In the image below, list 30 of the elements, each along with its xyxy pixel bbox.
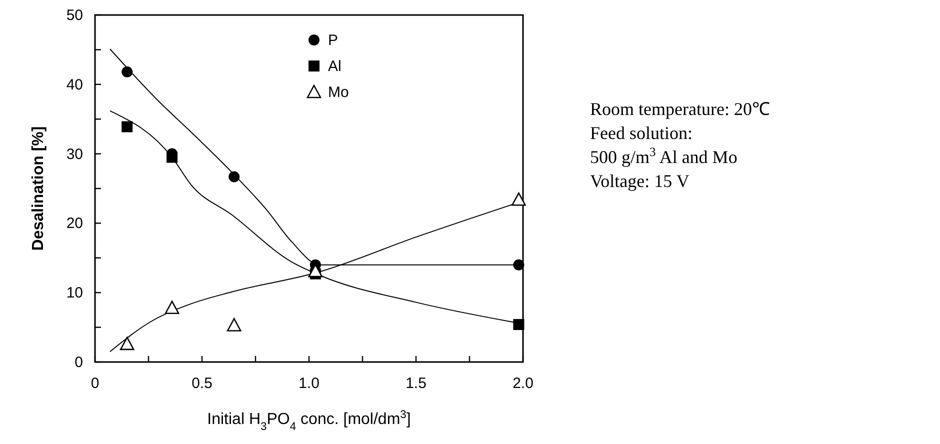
point bbox=[228, 171, 240, 182]
point bbox=[120, 336, 134, 350]
point bbox=[122, 121, 133, 132]
y-tick-label: 20 bbox=[66, 215, 83, 232]
y-tick-label: 30 bbox=[66, 146, 83, 163]
point bbox=[512, 192, 526, 206]
y-tick-label: 0 bbox=[74, 354, 83, 371]
x-tick-label: 1.0 bbox=[298, 375, 320, 392]
text: Room temperature: 20℃ bbox=[590, 99, 770, 119]
x-tick-label: 0 bbox=[90, 375, 100, 392]
y-tick-label: 10 bbox=[66, 284, 83, 302]
y-tick-label: 50 bbox=[66, 7, 83, 24]
point bbox=[166, 152, 178, 163]
point bbox=[226, 318, 242, 332]
point bbox=[513, 319, 524, 330]
x-tick-label: 2.0 bbox=[512, 375, 534, 392]
text: 500 g/m$^{3}$ Al and Mo bbox=[590, 145, 738, 167]
text: Voltage: 15 V bbox=[590, 171, 690, 191]
y-tick-label: 40 bbox=[66, 76, 83, 94]
point bbox=[513, 259, 524, 270]
x-tick-label: 1.5 bbox=[406, 375, 426, 392]
legend-label: Mo bbox=[328, 84, 349, 101]
x-tick-label: 0.5 bbox=[192, 375, 212, 392]
point bbox=[122, 66, 133, 78]
x-axis-title: Initial H$_{3}$PO$_{4}$ conc. [mol/dm$^{3}$] bbox=[207, 409, 411, 433]
legend-label: P bbox=[328, 32, 338, 49]
point bbox=[164, 300, 180, 314]
legend-label: Al bbox=[328, 58, 342, 75]
y-axis-title: Desalination [%] bbox=[30, 126, 47, 251]
text: Feed solution: bbox=[590, 123, 692, 143]
